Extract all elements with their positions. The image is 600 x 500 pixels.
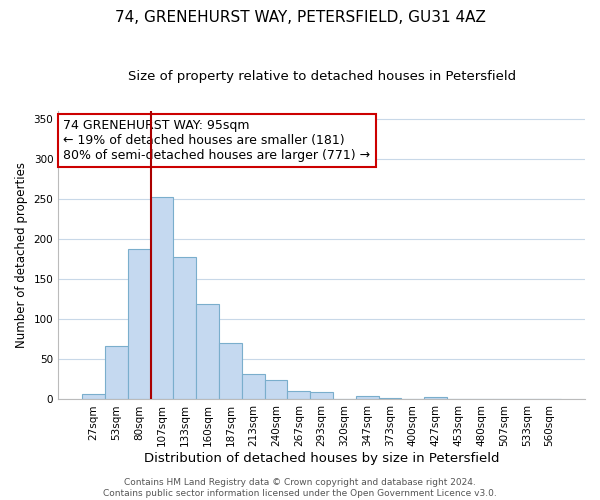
Text: 74 GRENEHURST WAY: 95sqm
← 19% of detached houses are smaller (181)
80% of semi-: 74 GRENEHURST WAY: 95sqm ← 19% of detach… [64,119,371,162]
Bar [538,398,561,400]
Bar [151,197,173,400]
Bar [424,397,447,400]
Bar [128,248,151,400]
Bar [242,374,265,400]
Bar [196,304,219,400]
Text: Contains HM Land Registry data © Crown copyright and database right 2024.
Contai: Contains HM Land Registry data © Crown c… [103,478,497,498]
Bar [493,398,515,400]
Text: 74, GRENEHURST WAY, PETERSFIELD, GU31 4AZ: 74, GRENEHURST WAY, PETERSFIELD, GU31 4A… [115,10,485,25]
Bar [310,392,333,400]
X-axis label: Distribution of detached houses by size in Petersfield: Distribution of detached houses by size … [144,452,499,465]
Title: Size of property relative to detached houses in Petersfield: Size of property relative to detached ho… [128,70,515,83]
Bar [379,398,401,400]
Bar [82,394,105,400]
Bar [356,396,379,400]
Bar [265,380,287,400]
Bar [219,344,242,400]
Bar [173,258,196,400]
Bar [287,390,310,400]
Y-axis label: Number of detached properties: Number of detached properties [15,162,28,348]
Bar [105,346,128,400]
